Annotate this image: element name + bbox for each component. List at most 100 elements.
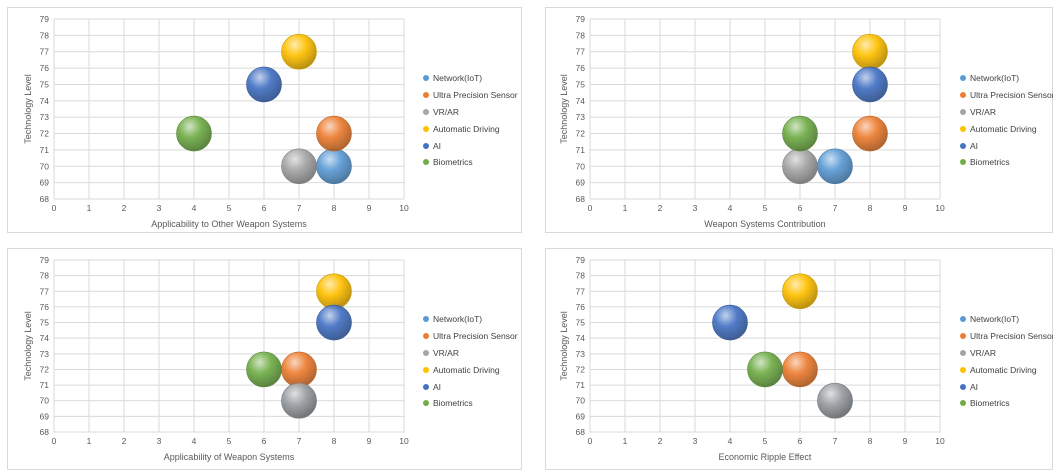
x-tick-label: 3 [157, 203, 162, 213]
y-tick-label: 72 [40, 364, 50, 374]
legend-item: VR/AR [960, 104, 1053, 121]
legend-item: Automatic Driving [423, 120, 518, 137]
y-tick-label: 69 [40, 411, 50, 421]
x-axis-label: Applicability to Other Weapon Systems [151, 219, 307, 229]
legend-label: Biometrics [433, 157, 473, 168]
chart-legend: Network(IoT) Ultra Precision Sensor VR/AR A… [423, 70, 518, 171]
legend-label: Biometrics [433, 398, 473, 409]
chart-plot-svg: 0 1 2 3 4 5 6 7 8 9 10686970717273747576777879Appl… [23, 14, 409, 229]
y-tick-label: 77 [576, 286, 586, 296]
bubble-ultra-precision-sensor [316, 115, 352, 152]
y-tick-label: 72 [576, 364, 586, 374]
legend-swatch [423, 159, 429, 166]
legend-label: Ultra Precision Sensor [970, 331, 1053, 342]
x-tick-label: 10 [399, 203, 409, 213]
y-tick-label: 76 [576, 302, 586, 312]
legend-item: Network(IoT) [423, 311, 518, 328]
y-tick-label: 77 [576, 47, 586, 57]
chart-plot-svg: 0 1 2 3 4 5 6 7 8 9 10686970717273747576777879Econ… [559, 255, 945, 462]
y-tick-label: 79 [40, 14, 50, 24]
x-tick-label: 4 [728, 203, 733, 213]
x-tick-label: 8 [332, 436, 337, 446]
bubble-biometrics [747, 351, 783, 388]
legend-label: Biometrics [970, 157, 1010, 168]
legend-label: VR/AR [433, 106, 459, 117]
legend-item: VR/AR [423, 345, 518, 362]
y-tick-label: 78 [576, 30, 586, 40]
legend-item: Biometrics [423, 395, 518, 412]
legend-label: Automatic Driving [433, 364, 500, 375]
x-tick-label: 8 [332, 203, 337, 213]
y-tick-label: 77 [40, 286, 50, 296]
legend-swatch [423, 333, 429, 340]
y-tick-label: 79 [40, 255, 50, 265]
legend-swatch [960, 92, 966, 99]
bubble-chart-panel-3: 0 1 2 3 4 5 6 7 8 9 10 68 69 70 71 72 73 74 75 76 77 78 79 Appl… [7, 248, 522, 470]
bubble-network-iot [817, 148, 853, 185]
x-tick-label: 5 [227, 203, 232, 213]
y-tick-label: 75 [576, 79, 586, 89]
legend-swatch [423, 349, 429, 356]
chart-plot-svg: 0 1 2 3 4 5 6 7 8 9 10686970717273747576777879Weap… [559, 14, 945, 229]
legend-swatch [423, 92, 429, 99]
x-tick-label: 4 [192, 436, 197, 446]
legend-item: Network(IoT) [960, 311, 1053, 328]
y-tick-label: 73 [576, 349, 586, 359]
legend-swatch [960, 159, 966, 166]
legend-label: Ultra Precision Sensor [433, 331, 518, 342]
y-tick-label: 70 [576, 161, 586, 171]
y-axis-label: Technology Level [559, 311, 569, 381]
chart-legend: Network(IoT) Ultra Precision Sensor VR/AR A… [960, 70, 1053, 171]
y-tick-label: 71 [40, 380, 50, 390]
y-tick-label: 73 [576, 112, 586, 122]
y-tick-label: 69 [576, 178, 586, 188]
x-tick-label: 1 [623, 436, 628, 446]
legend-swatch [423, 75, 429, 82]
y-tick-label: 70 [40, 396, 50, 406]
legend-swatch [423, 108, 429, 115]
x-tick-label: 10 [935, 203, 945, 213]
y-tick-label: 68 [576, 194, 586, 204]
bubble-chart-panel-1: 0 1 2 3 4 5 6 7 8 9 10 68 69 70 71 72 73 74 75 76 77 78 79 Appl… [7, 7, 522, 233]
x-tick-label: 1 [87, 436, 92, 446]
legend-swatch [960, 108, 966, 115]
bubble-biometrics [782, 115, 818, 152]
y-tick-label: 68 [576, 427, 586, 437]
x-tick-label: 2 [658, 203, 663, 213]
y-tick-label: 77 [40, 47, 50, 57]
legend-label: Automatic Driving [970, 364, 1037, 375]
x-tick-label: 8 [868, 436, 873, 446]
y-tick-label: 72 [40, 129, 50, 139]
bubble-vr-ar [281, 148, 317, 185]
x-tick-label: 7 [833, 203, 838, 213]
y-tick-label: 68 [40, 194, 50, 204]
legend-item: Ultra Precision Sensor [423, 87, 518, 104]
x-tick-label: 0 [588, 436, 593, 446]
x-tick-label: 5 [763, 436, 768, 446]
x-tick-label: 7 [297, 436, 302, 446]
bubble-ai [246, 66, 282, 103]
bubble-automatic-driving [281, 33, 317, 70]
legend-item: AI [960, 137, 1053, 154]
legend-label: Network(IoT) [433, 314, 483, 325]
x-tick-label: 9 [367, 436, 372, 446]
x-tick-label: 6 [798, 436, 803, 446]
y-tick-label: 74 [40, 96, 50, 106]
y-tick-label: 71 [576, 380, 586, 390]
bubble-network-iot [316, 148, 352, 185]
chart-plot-svg: 0 1 2 3 4 5 6 7 8 9 10686970717273747576777879Appl… [23, 255, 409, 462]
bubble-chart-panel-4: 0 1 2 3 4 5 6 7 8 9 10 68 69 70 71 72 73 74 75 76 77 78 79 Econ… [545, 248, 1053, 470]
x-tick-label: 9 [903, 203, 908, 213]
x-tick-label: 2 [658, 436, 663, 446]
y-tick-label: 72 [576, 129, 586, 139]
legend-item: VR/AR [423, 104, 518, 121]
y-tick-label: 73 [40, 349, 50, 359]
x-tick-label: 1 [623, 203, 628, 213]
x-tick-label: 6 [262, 436, 267, 446]
y-tick-label: 70 [40, 161, 50, 171]
legend-item: Biometrics [960, 154, 1053, 171]
legend-label: Ultra Precision Sensor [970, 90, 1053, 101]
y-tick-label: 69 [576, 411, 586, 421]
bubble-ultra-precision-sensor [281, 351, 317, 388]
legend-swatch [423, 383, 429, 390]
